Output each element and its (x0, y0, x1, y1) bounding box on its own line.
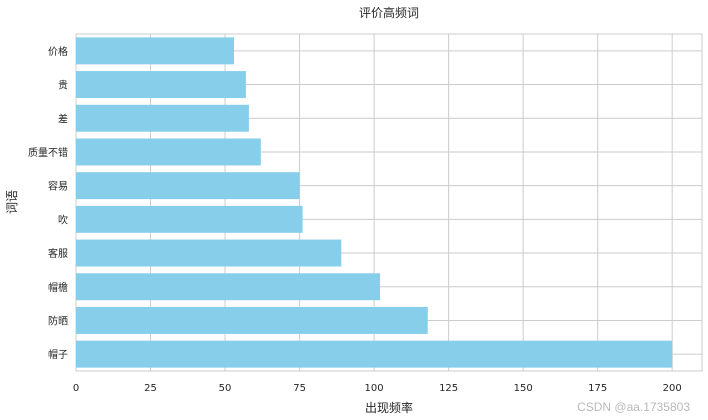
x-tick-labels: 0 25 50 75 100 125 150 175 200 (73, 383, 682, 394)
y-tick-label: 防晒 (48, 314, 68, 327)
y-tick-labels: 帽子 防晒 帽檐 客服 吹 容易 质量不错 差 贵 价格 (28, 45, 68, 361)
x-tick-label: 200 (663, 383, 682, 394)
x-tick-label: 25 (144, 383, 157, 394)
bar (76, 205, 303, 233)
x-tick-label: 50 (219, 383, 232, 394)
x-tick-label: 75 (293, 383, 306, 394)
y-axis-label: 词语 (5, 190, 19, 214)
bar (76, 340, 673, 368)
y-tick-label: 帽檐 (48, 281, 68, 294)
y-tick-label: 帽子 (48, 348, 68, 361)
bar (76, 138, 261, 166)
y-tick-label: 价格 (48, 45, 68, 58)
y-tick-label: 客服 (48, 247, 68, 260)
y-tick-label: 容易 (48, 180, 68, 193)
chart-title: 评价高频词 (359, 5, 419, 20)
x-tick-label: 150 (514, 383, 533, 394)
watermark: CSDN @aa.1735803 (577, 400, 690, 414)
x-tick-label: 125 (439, 383, 458, 394)
bars (76, 37, 673, 368)
y-tick-label: 质量不错 (28, 146, 68, 159)
bar (76, 104, 249, 132)
x-tick-label: 100 (365, 383, 384, 394)
bar (76, 273, 381, 301)
bar (76, 306, 428, 334)
bar (76, 71, 246, 99)
x-tick-label: 0 (73, 383, 79, 394)
y-tick-label: 贵 (58, 79, 68, 92)
y-tick-label: 吹 (58, 213, 68, 226)
bar (76, 239, 342, 267)
bar (76, 172, 300, 200)
x-tick-label: 175 (588, 383, 607, 394)
bar (76, 37, 234, 65)
y-tick-label: 差 (58, 112, 68, 125)
x-axis-label: 出现频率 (365, 400, 413, 415)
